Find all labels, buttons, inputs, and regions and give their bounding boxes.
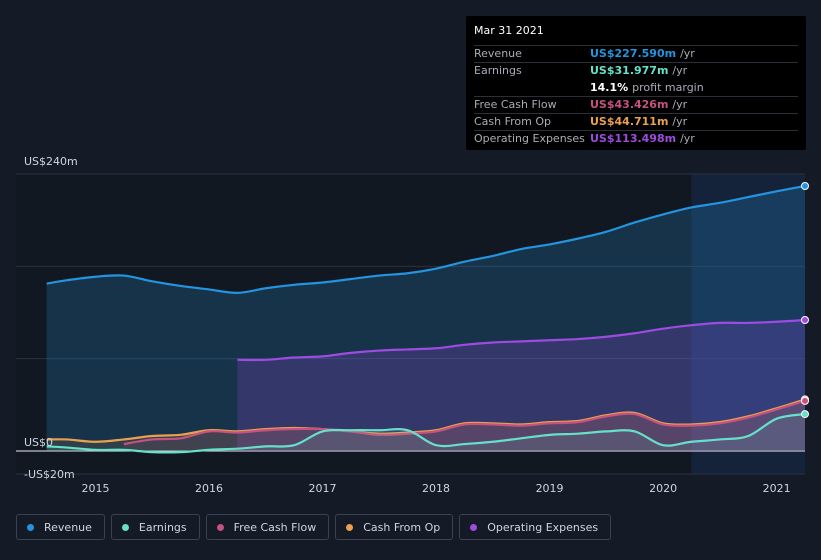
cash-from-op-area <box>46 399 806 451</box>
revenue-end-marker <box>801 182 809 191</box>
free-cash-flow-end-marker <box>801 396 809 405</box>
tooltip-row-value: US$113.498m <box>590 132 677 145</box>
x-axis-labels: 2015 2016 2017 2018 2019 2020 2021 <box>81 482 790 495</box>
revenue-line <box>46 184 806 294</box>
legend-dot-icon <box>470 523 478 531</box>
y-tick-label: US$240m <box>24 155 78 168</box>
tooltip-row-value: US$31.977m <box>590 64 669 77</box>
legend-item-revenue[interactable]: Revenue <box>16 514 105 540</box>
series-layer <box>46 182 809 454</box>
earnings-area <box>46 414 806 453</box>
plot-background <box>16 174 805 474</box>
y-tick-label: -US$20m <box>24 468 75 481</box>
legend: Revenue Earnings Free Cash Flow Cash From O… <box>16 514 617 540</box>
y-tick-label: US$0 <box>24 436 53 449</box>
tooltip-row-label: Free Cash Flow <box>474 98 557 111</box>
tooltip-row-value: US$44.711m <box>590 115 669 128</box>
tooltip-row-label: Earnings <box>474 64 522 77</box>
tooltip-row-value: 14.1% <box>590 81 629 94</box>
tooltip-rows: Revenue US$227.590m/yr Earnings US$31.977m /… <box>474 46 798 148</box>
revenue-area <box>46 186 806 451</box>
legend-item-operating-expenses[interactable]: Operating Expenses <box>459 514 612 540</box>
legend-label: Earnings <box>138 520 187 534</box>
tooltip-row: 14.1% profit margin <box>474 80 798 97</box>
tooltip-row: Revenue US$227.590m/yr <box>474 46 798 63</box>
free-cash-flow-area <box>123 400 805 451</box>
tooltip-row-label: Revenue <box>474 47 522 60</box>
tooltip-row-suffix: /yr <box>672 64 688 77</box>
tooltip-date: Mar 31 2021 <box>474 24 798 46</box>
legend-label: Revenue <box>44 520 92 534</box>
tooltip-row: Cash From Op US$44.711m/yr <box>474 114 798 131</box>
x-tick-label: 2016 <box>195 482 223 495</box>
legend-dot-icon <box>346 523 354 531</box>
tooltip-row-label: Operating Expenses <box>474 132 585 145</box>
legend-dot-icon <box>121 523 129 531</box>
operating-expenses-end-marker <box>801 316 809 325</box>
tooltip-row: Earnings US$31.977m/yr <box>474 63 798 80</box>
legend-label: Operating Expenses <box>487 520 599 534</box>
x-tick-label: 2019 <box>536 482 564 495</box>
tooltip-row-suffix: /yr <box>680 47 695 60</box>
x-tick-label: 2020 <box>649 482 677 495</box>
legend-label: Free Cash Flow <box>233 520 317 534</box>
tooltip-row: Operating Expenses US$113.498m/yr <box>474 131 798 148</box>
tooltip-row-suffix: /yr <box>672 98 688 111</box>
tooltip-row-value: US$227.590m <box>590 47 677 60</box>
x-tick-label: 2015 <box>81 482 109 495</box>
y-axis-labels: US$240m US$0 -US$20m <box>24 155 78 481</box>
tooltip-row-suffix: /yr <box>680 132 695 145</box>
tooltip-row: Free Cash Flow US$43.426m/yr <box>474 97 798 114</box>
tooltip-row-label <box>474 80 590 96</box>
x-tick-label: 2018 <box>422 482 450 495</box>
legend-dot-icon <box>216 523 224 531</box>
tooltip-row-label: Cash From Op <box>474 115 552 128</box>
tooltip-row-suffix: profit margin <box>632 81 704 94</box>
x-tick-label: 2017 <box>309 482 337 495</box>
operating-expenses-line <box>237 318 806 362</box>
x-tick-label: 2021 <box>763 482 791 495</box>
legend-item-cash-from-op[interactable]: Cash From Op <box>335 514 454 540</box>
legend-item-earnings[interactable]: Earnings <box>110 514 200 540</box>
tooltip-row-value: US$43.426m <box>590 98 669 111</box>
free-cash-flow-line <box>123 399 806 446</box>
earnings-end-marker <box>801 410 809 419</box>
tooltip-row-suffix: /yr <box>672 115 688 128</box>
earnings-line <box>46 412 806 454</box>
operating-expenses-area <box>237 320 806 451</box>
tooltip-panel: Mar 31 2021 Revenue US$227.590m/yr Earning… <box>466 16 806 150</box>
legend-label: Cash From Op <box>363 520 441 534</box>
legend-dot-icon <box>27 523 34 531</box>
legend-item-free-cash-flow[interactable]: Free Cash Flow <box>205 514 330 540</box>
